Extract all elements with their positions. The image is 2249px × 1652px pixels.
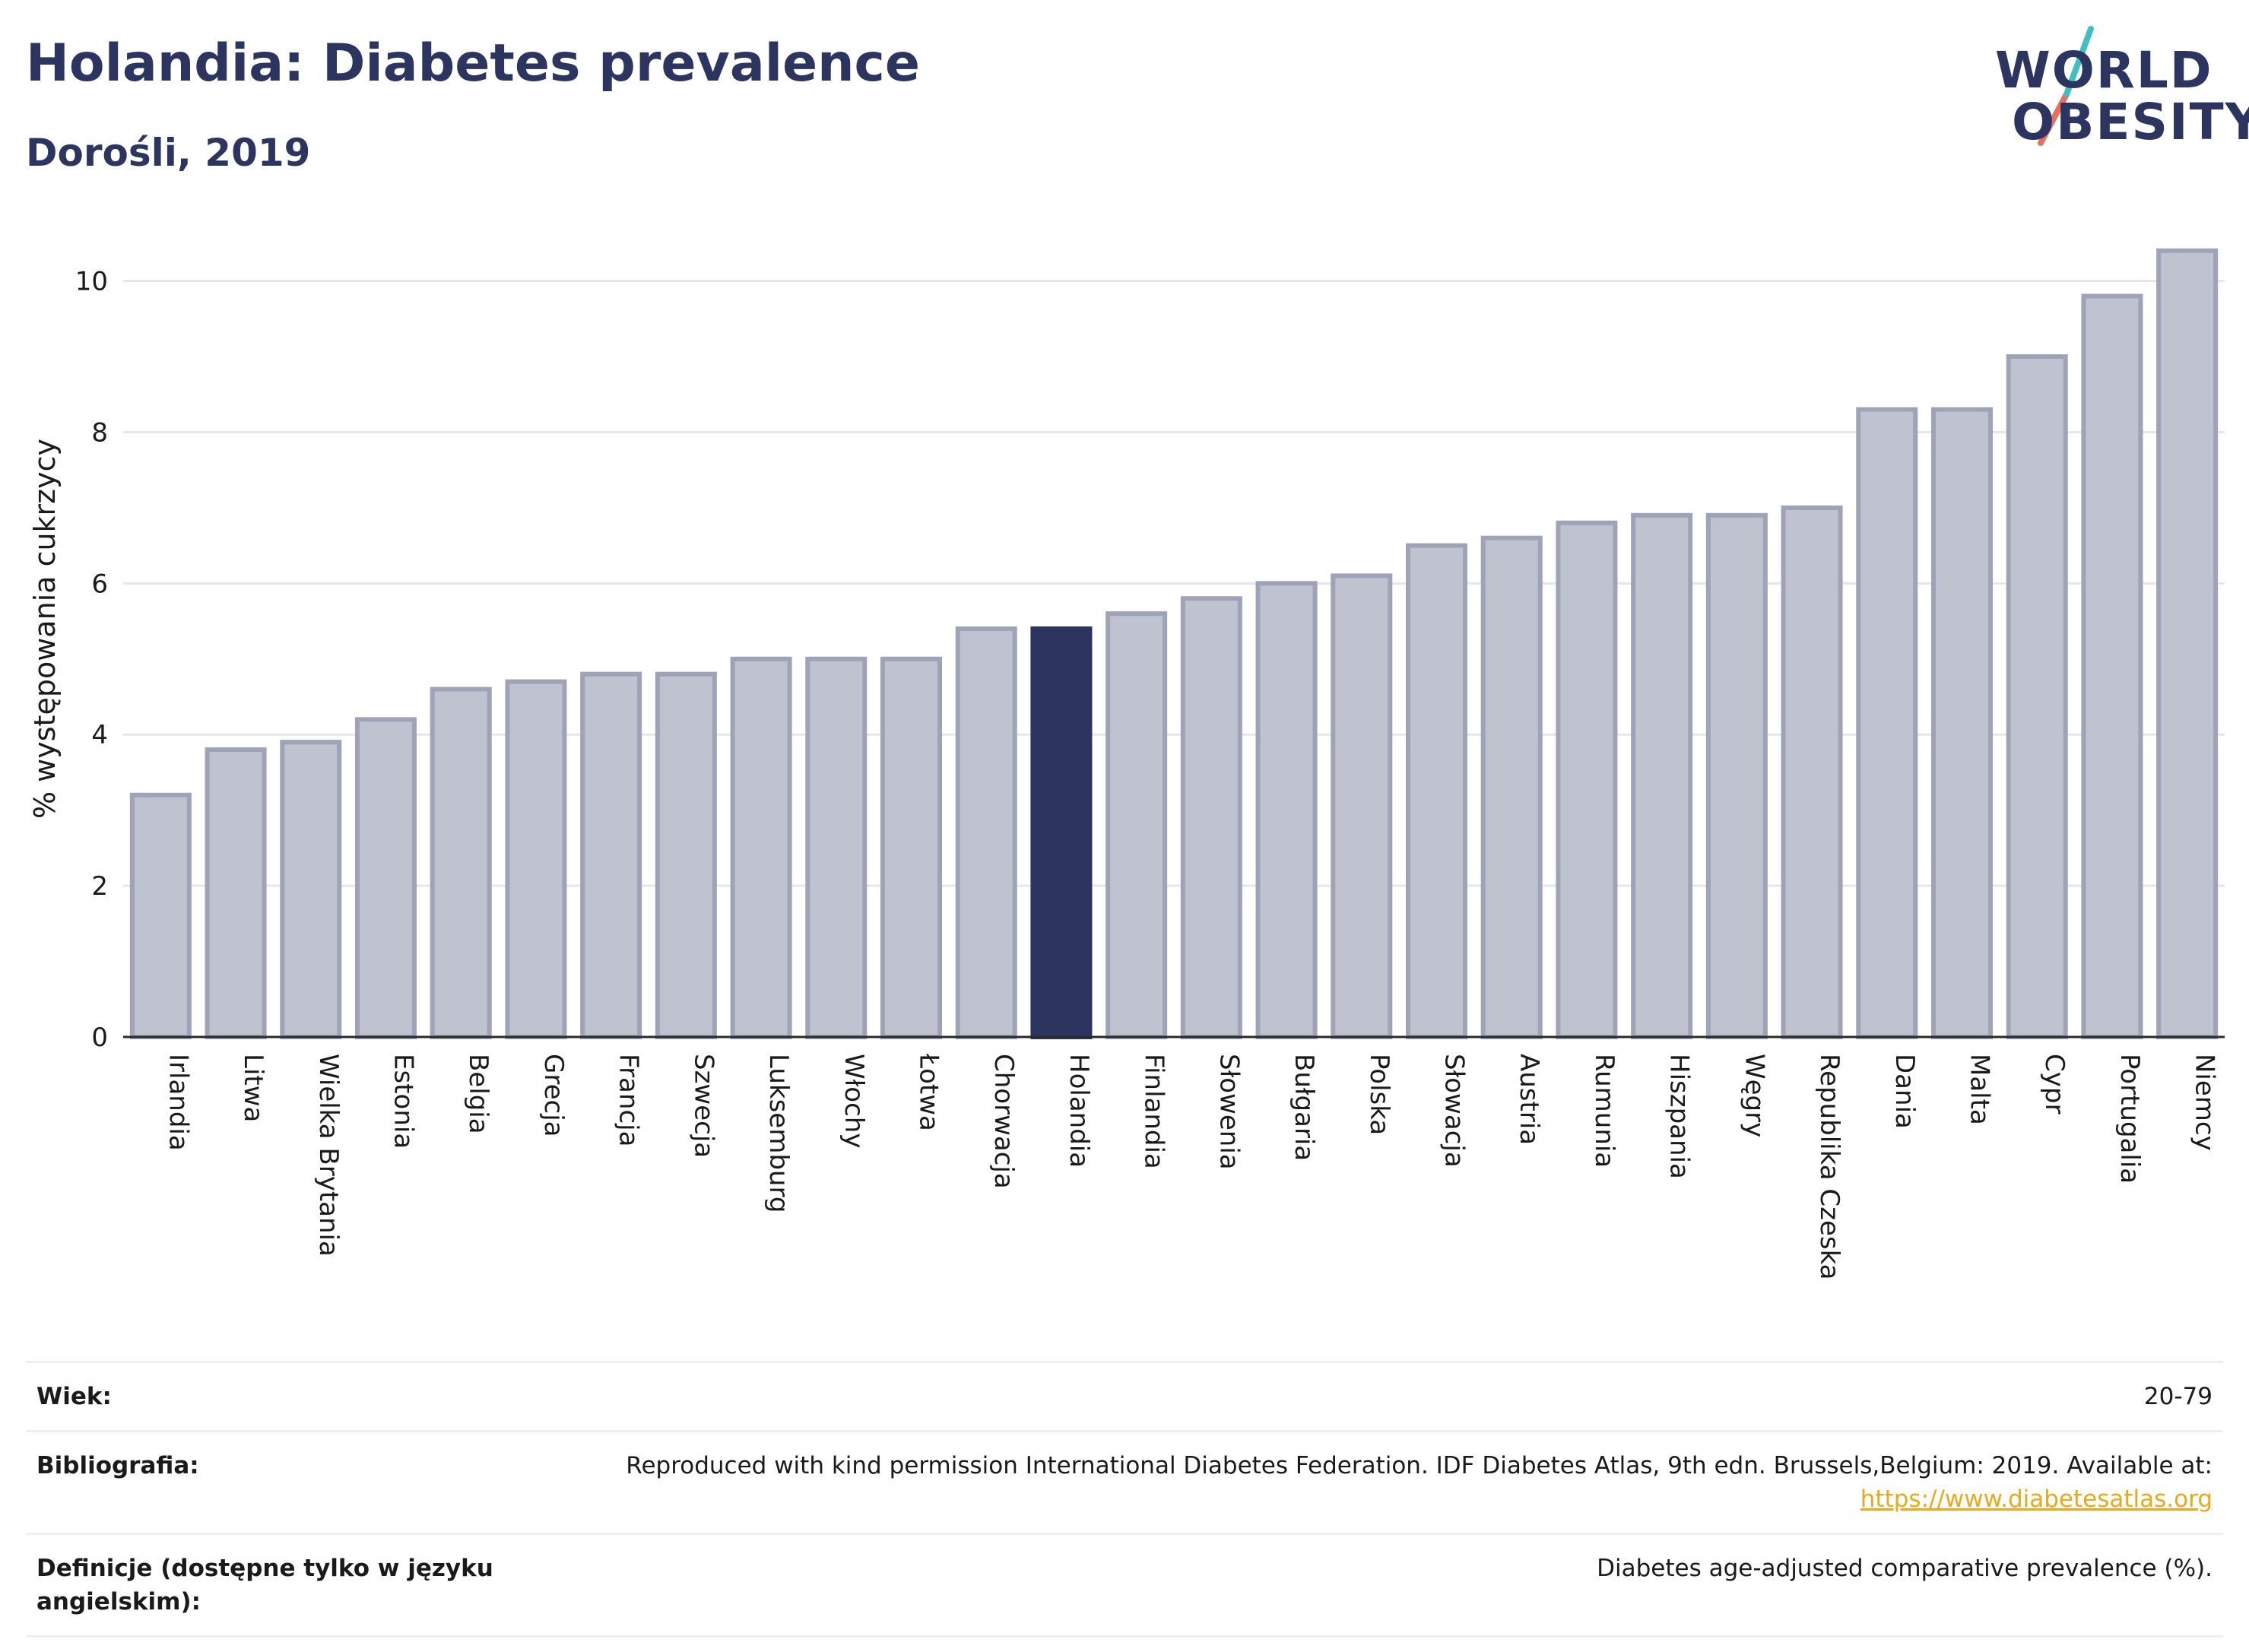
bibliography-label: Bibliografia: bbox=[36, 1452, 199, 1479]
bar-łotwa[interactable] bbox=[880, 656, 943, 1039]
bar-węgry[interactable] bbox=[1705, 512, 1768, 1039]
diabetes-atlas-link[interactable]: https://www.diabetesatlas.org bbox=[1860, 1486, 2213, 1513]
info-row-bibliography: Bibliografia: Reproduced with kind permi… bbox=[26, 1430, 2223, 1533]
y-tick-label: 2 bbox=[91, 871, 108, 902]
bar-finlandia[interactable] bbox=[1105, 611, 1168, 1039]
logo-slash-icon bbox=[2038, 26, 2094, 146]
x-tick-label: Estonia bbox=[389, 1054, 419, 1149]
bar-holandia[interactable] bbox=[1030, 626, 1093, 1039]
x-tick-label: Hiszpania bbox=[1664, 1054, 1695, 1179]
x-tick-label: Bułgaria bbox=[1289, 1054, 1319, 1161]
x-tick-label: Wielka Brytania bbox=[313, 1054, 344, 1257]
bar-niemcy[interactable] bbox=[2156, 248, 2219, 1039]
x-tick-label: Rumunia bbox=[1589, 1054, 1619, 1168]
y-axis-label: % występowania cukrzycy bbox=[28, 439, 62, 819]
x-tick-label: Niemcy bbox=[2190, 1054, 2220, 1151]
logo-text-world: WORLD bbox=[1995, 41, 2213, 100]
x-tick-label: Słowacja bbox=[1439, 1054, 1470, 1168]
bar-malta[interactable] bbox=[1930, 407, 1994, 1039]
bar-polska[interactable] bbox=[1331, 573, 1393, 1039]
bar-szwecja[interactable] bbox=[655, 671, 717, 1040]
x-tick-label: Republika Czeska bbox=[1814, 1054, 1845, 1280]
info-table: Wiek: 20-79 Bibliografia: Reproduced wit… bbox=[26, 1361, 2223, 1638]
bar-wielka-brytania[interactable] bbox=[280, 740, 342, 1040]
x-tick-label: Austria bbox=[1514, 1054, 1544, 1145]
bar-estonia[interactable] bbox=[354, 717, 417, 1039]
bar-rumunia[interactable] bbox=[1556, 520, 1618, 1039]
x-tick-label: Malta bbox=[1965, 1054, 1995, 1125]
logo-text-obesity: OBESITY bbox=[2012, 93, 2249, 151]
y-axis-ticks: 0 2 4 6 8 10 bbox=[75, 267, 108, 1053]
y-tick-label: 8 bbox=[91, 417, 108, 448]
bar-belgia[interactable] bbox=[430, 686, 492, 1039]
x-axis-labels: Irlandia Litwa Wielka Brytania Estonia Belgi… bbox=[163, 1053, 2219, 1280]
x-tick-label: Irlandia bbox=[163, 1054, 193, 1151]
bar-republika-czeska[interactable] bbox=[1781, 505, 1843, 1039]
bibliography-value: Reproduced with kind permission Internat… bbox=[626, 1449, 2213, 1516]
bar-dania[interactable] bbox=[1856, 407, 1918, 1039]
bar-portugalia[interactable] bbox=[2081, 293, 2143, 1039]
x-tick-label: Holandia bbox=[1064, 1054, 1094, 1168]
definitions-value: Diabetes age-adjusted comparative preval… bbox=[1597, 1555, 2213, 1582]
bar-słowenia[interactable] bbox=[1180, 596, 1242, 1039]
chart-bars bbox=[129, 248, 2219, 1040]
x-tick-label: Łotwa bbox=[914, 1053, 944, 1131]
x-tick-label: Finlandia bbox=[1139, 1054, 1169, 1169]
x-tick-label: Szwecja bbox=[688, 1054, 718, 1158]
x-tick-label: Belgia bbox=[463, 1054, 493, 1134]
y-tick-label: 0 bbox=[91, 1023, 108, 1053]
world-obesity-logo[interactable]: WORLD OBESITY bbox=[1984, 23, 2249, 160]
x-tick-label: Dania bbox=[1889, 1054, 1920, 1129]
age-label: Wiek: bbox=[36, 1383, 112, 1410]
page-subtitle: Dorośli, 2019 bbox=[26, 131, 311, 175]
bar-słowacja[interactable] bbox=[1405, 543, 1468, 1039]
bar-hiszpania[interactable] bbox=[1631, 512, 1693, 1039]
x-tick-label: Słowenia bbox=[1213, 1054, 1244, 1170]
x-tick-label: Portugalia bbox=[2114, 1054, 2145, 1184]
x-tick-label: Litwa bbox=[238, 1054, 268, 1122]
bar-luksemburg[interactable] bbox=[730, 656, 792, 1039]
info-row-definitions: Definicje (dostępne tylko w języku angie… bbox=[26, 1533, 2223, 1638]
page-title: Holandia: Diabetes prevalence bbox=[26, 33, 920, 94]
x-tick-label: Włochy bbox=[839, 1054, 869, 1148]
bar-chorwacja[interactable] bbox=[955, 626, 1017, 1039]
bar-irlandia[interactable] bbox=[129, 792, 192, 1040]
definitions-label: Definicje (dostępne tylko w języku angie… bbox=[36, 1555, 493, 1616]
bar-litwa[interactable] bbox=[205, 747, 267, 1039]
bar-grecja[interactable] bbox=[505, 679, 567, 1039]
y-tick-label: 6 bbox=[91, 569, 108, 599]
x-tick-label: Grecja bbox=[538, 1054, 569, 1137]
age-value: 20-79 bbox=[2143, 1383, 2213, 1410]
x-tick-label: Chorwacja bbox=[988, 1054, 1019, 1189]
bar-bułgaria[interactable] bbox=[1255, 581, 1318, 1039]
x-tick-label: Francja bbox=[614, 1054, 644, 1146]
y-tick-label: 4 bbox=[91, 720, 108, 750]
bar-cypr[interactable] bbox=[2006, 354, 2068, 1039]
y-tick-label: 10 bbox=[75, 267, 108, 297]
bibliography-text: Reproduced with kind permission Internat… bbox=[626, 1452, 2213, 1479]
x-tick-label: Luksemburg bbox=[763, 1054, 794, 1213]
x-tick-label: Węgry bbox=[1739, 1054, 1769, 1137]
bar-włochy[interactable] bbox=[805, 656, 868, 1039]
x-tick-label: Cypr bbox=[2039, 1054, 2070, 1114]
bar-chart: 0 2 4 6 8 10 Irlandia Litwa Wielka Brytania Esto… bbox=[28, 248, 2225, 1280]
bar-austria[interactable] bbox=[1480, 535, 1543, 1039]
info-row-age: Wiek: 20-79 bbox=[26, 1361, 2223, 1430]
x-tick-label: Polska bbox=[1364, 1054, 1394, 1135]
bar-francja[interactable] bbox=[580, 671, 642, 1040]
